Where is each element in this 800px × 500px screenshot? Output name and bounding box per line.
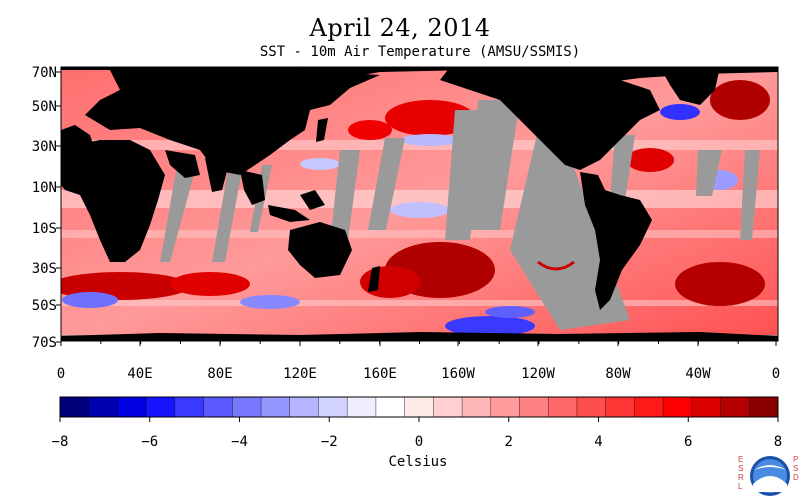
- longitude-label: 0: [57, 366, 65, 382]
- land-masses: [61, 67, 778, 341]
- colorbar-swatch: [318, 397, 348, 417]
- colorbar-swatch: [203, 397, 233, 417]
- colorbar-swatch: [60, 397, 90, 417]
- colorbar-swatch: [634, 397, 664, 417]
- colorbar-swatch: [261, 397, 291, 417]
- colorbar-swatch: [88, 397, 118, 417]
- colorbar-swatch: [146, 397, 176, 417]
- map-panel: [61, 67, 778, 341]
- map-subtitle: SST - 10m Air Temperature (AMSU/SSMIS): [259, 44, 581, 60]
- longitude-label: 40E: [127, 366, 152, 382]
- longitude-label: 120W: [521, 366, 555, 382]
- colorbar-tick-labels: −8 −6 −4 −2 0 2 4 6 8: [52, 417, 782, 450]
- longitude-label: 120E: [283, 366, 317, 382]
- longitude-label: 80E: [207, 366, 232, 382]
- colorbar-tick-label: 0: [415, 434, 423, 450]
- colorbar-swatch: [548, 397, 578, 417]
- latitude-label: 50S: [32, 298, 57, 314]
- warm-anomalies: [61, 80, 770, 306]
- latitude-label: 30N: [32, 139, 57, 155]
- longitude-label: 80W: [605, 366, 631, 382]
- colorbar-swatch: [462, 397, 492, 417]
- longitude-label: 40W: [685, 366, 711, 382]
- colorbar-unit-label: Celsius: [388, 454, 447, 470]
- colorbar-swatch: [404, 397, 434, 417]
- latitude-labels: 70N 50N 30N 10N 10S 30S 50S 70S: [32, 65, 57, 351]
- colorbar-tick-label: 4: [594, 434, 602, 450]
- colorbar-tick-label: −6: [141, 434, 158, 450]
- latitude-label: 70S: [32, 335, 57, 351]
- latitude-label: 10N: [32, 180, 57, 196]
- crescent-feature: [537, 260, 575, 271]
- latitude-label: 50N: [32, 99, 57, 115]
- colorbar-swatch: [519, 397, 549, 417]
- colorbar-swatch: [433, 397, 463, 417]
- colorbar-swatch: [490, 397, 521, 417]
- colorbar-swatch: [720, 397, 750, 417]
- colorbar-swatch: [117, 397, 147, 417]
- latitude-label: 10S: [32, 221, 57, 237]
- latitude-label: 70N: [32, 65, 57, 81]
- colorbar-swatch: [375, 397, 406, 417]
- colorbar-tick-label: 6: [684, 434, 692, 450]
- colorbar-tick-label: 2: [505, 434, 513, 450]
- colorbar-tick-label: 8: [774, 434, 782, 450]
- colorbar-swatch: [174, 397, 205, 417]
- map-tick-marks: [56, 71, 777, 346]
- colorbar-swatch: [576, 397, 607, 417]
- colorbar: [59, 396, 779, 418]
- longitude-label: 160E: [363, 366, 397, 382]
- colorbar-swatch: [289, 397, 319, 417]
- colorbar-swatch: [691, 397, 722, 417]
- colorbar-swatch: [749, 397, 779, 417]
- colorbar-swatch: [663, 397, 693, 417]
- longitude-label: 0: [772, 366, 780, 382]
- colorbar-swatch: [605, 397, 635, 417]
- longitude-label: 160W: [441, 366, 475, 382]
- colorbar-tick-label: −2: [321, 434, 338, 450]
- longitude-labels: 0 40E 80E 120E 160E 160W 120W 80W 40W 0: [57, 366, 780, 382]
- colorbar-tick-label: −4: [231, 434, 248, 450]
- colorbar-tick-label: −8: [52, 434, 69, 450]
- map-title: April 24, 2014: [309, 14, 491, 42]
- latitude-label: 30S: [32, 261, 57, 277]
- colorbar-swatch: [347, 397, 377, 417]
- noaa-logo: [750, 456, 790, 496]
- colorbar-swatch: [232, 397, 262, 417]
